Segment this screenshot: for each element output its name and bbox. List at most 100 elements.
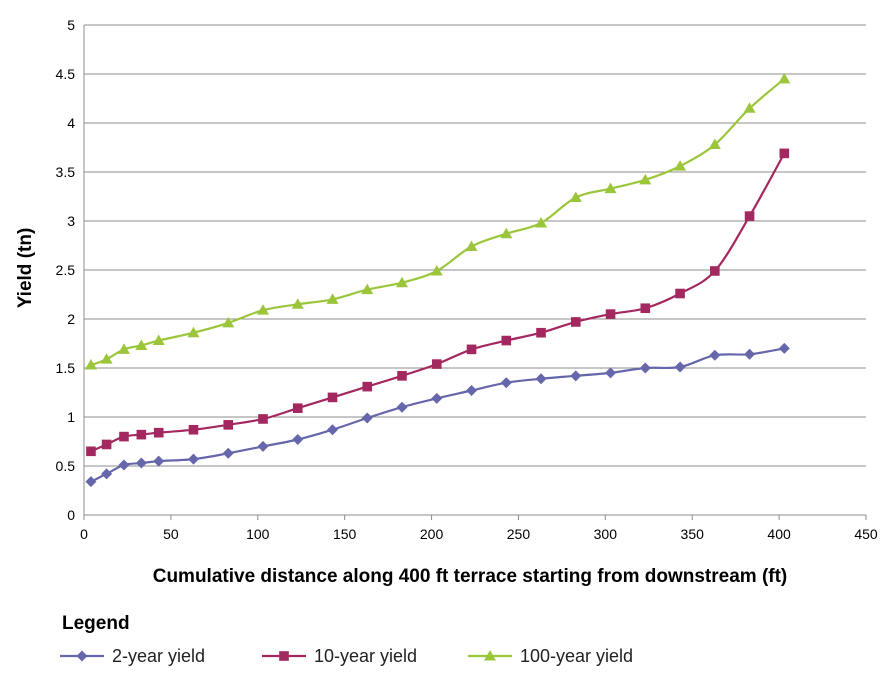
y-tick-label: 0 [67,507,75,523]
data-point [136,429,147,440]
y-tick-label: 1 [67,409,75,425]
data-point [396,276,409,288]
data-point [466,385,478,397]
legend-title: Legend [62,613,130,634]
legend-item: 10-year yield [262,646,417,666]
series-lines [84,72,791,488]
y-tick-label: 5 [67,17,75,33]
data-point [135,457,147,469]
series-line [90,78,786,367]
data-point [101,439,112,450]
data-point [187,326,200,338]
data-point [605,367,617,379]
data-point [778,72,791,84]
data-point [100,353,113,364]
data-point [640,303,651,314]
x-axis-title: Cumulative distance along 400 ft terrace… [153,566,788,587]
data-point [327,392,338,403]
x-tick-label: 200 [420,526,444,542]
x-tick-label: 0 [80,526,88,542]
data-point [639,362,651,374]
data-point [779,148,790,159]
data-point [536,327,546,338]
y-tick-label: 0.5 [56,458,76,474]
data-point [535,216,548,228]
data-point [430,264,443,276]
y-tick-label: 3 [67,213,75,229]
gridlines [84,24,866,467]
data-point [292,403,303,413]
data-point [396,401,408,413]
data-point [431,392,443,404]
y-tick-label: 1.5 [56,360,76,376]
data-point [135,339,148,350]
data-point [500,227,513,239]
series-line [90,152,786,453]
data-point [86,446,96,457]
legend-label: 10-year yield [314,646,417,666]
legend-label: 2-year yield [112,646,205,666]
legend-marker [76,650,88,662]
data-point [744,348,756,360]
data-point [570,317,581,327]
data-point [500,377,512,389]
data-point [605,309,616,319]
legend: 2-year yield 10-year yield 100-year yield [60,646,633,666]
data-point [187,453,199,465]
data-point [223,420,234,430]
data-point [466,344,477,355]
data-point [153,455,165,467]
data-point [152,334,165,346]
data-point [570,370,582,382]
data-point [744,211,755,221]
legend-marker [279,651,289,661]
axes [83,25,867,520]
legend-item: 100-year yield [468,646,633,666]
data-point [361,283,374,295]
data-point [222,316,235,328]
x-tick-label: 450 [854,526,878,542]
x-tick-label: 50 [163,526,179,542]
data-point [256,304,269,315]
data-point [118,459,130,471]
data-point [465,240,478,251]
y-tick-labels: 0 0.5 1 1.5 2 2.5 3 3.5 4 4.5 5 [56,17,76,523]
data-point [84,359,97,370]
data-point [101,468,113,480]
data-point [257,440,269,452]
series-diamond [85,342,790,488]
series-square [86,148,790,457]
data-point [535,373,547,385]
data-point [326,293,339,304]
data-point [291,298,304,309]
x-tick-label: 400 [767,526,791,542]
data-point [361,412,373,424]
data-point [362,381,373,392]
data-point [188,424,199,435]
data-point [327,424,339,436]
y-tick-label: 4 [67,115,75,131]
x-tick-label: 100 [246,526,270,542]
y-tick-label: 4.5 [56,66,76,82]
data-point [743,102,756,113]
data-point [258,414,268,424]
data-point [708,138,721,150]
x-tick-labels: 0 50 100 150 200 250 300 350 400 450 [80,526,878,542]
data-point [292,434,304,446]
data-point [674,160,687,171]
legend-marker [484,650,496,661]
data-point [119,431,129,442]
data-point [604,182,617,194]
y-tick-label: 3.5 [56,164,76,180]
data-point [397,371,407,381]
y-tick-label: 2.5 [56,262,76,278]
data-point [501,335,512,346]
x-tick-label: 350 [681,526,705,542]
data-point [710,266,720,276]
y-axis-title: Yield (tn) [15,228,36,309]
x-tick-label: 150 [333,526,357,542]
data-point [569,191,582,202]
data-point [153,427,164,438]
series-triangle [84,72,791,370]
data-point [778,342,790,354]
